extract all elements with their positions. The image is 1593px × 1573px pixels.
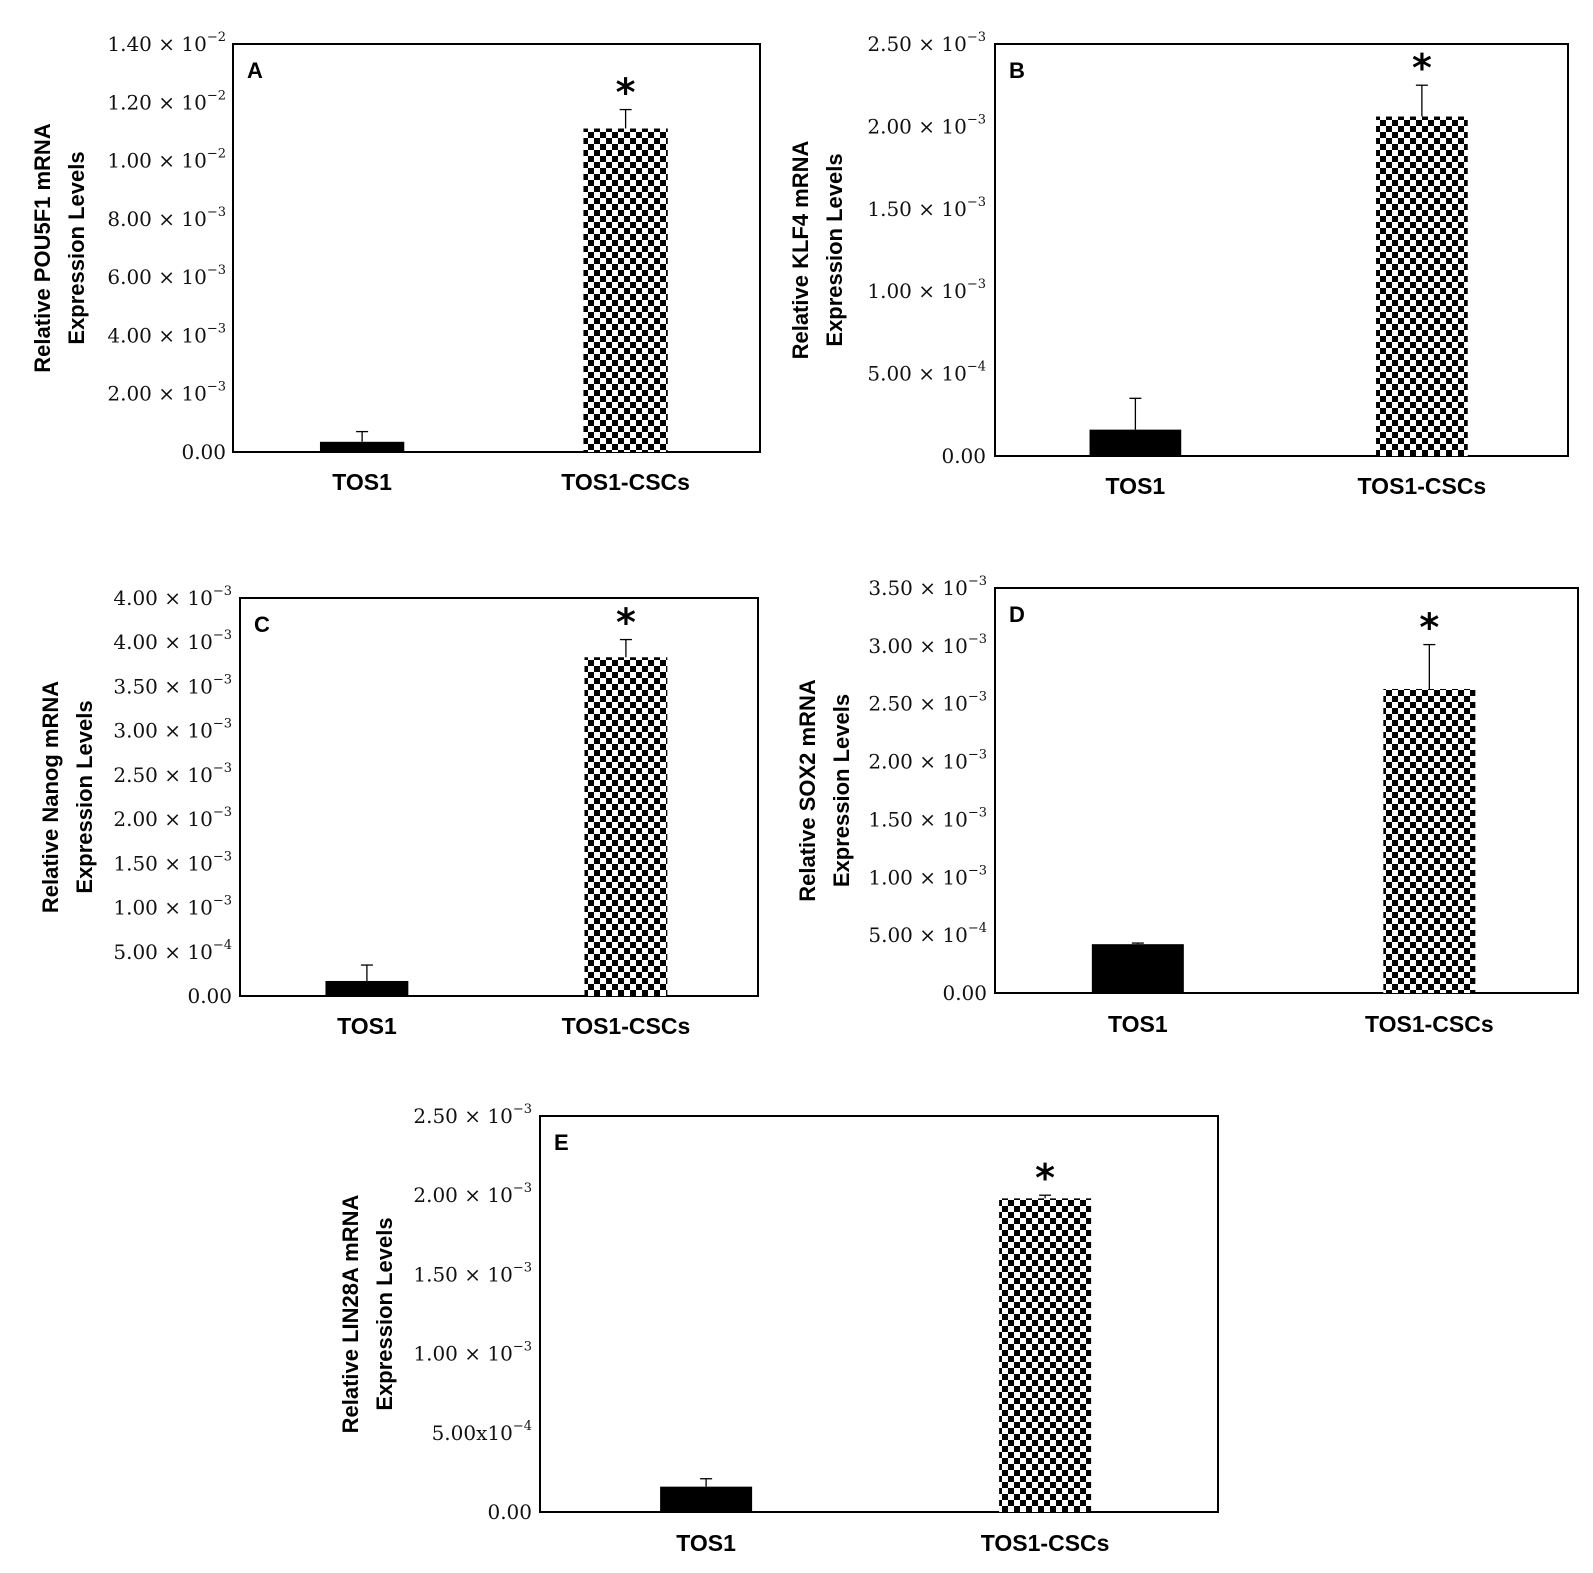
y-tick-label: 1.00 × 10−3 (113, 894, 232, 920)
panel-A: A 0.00 2.00 × 10−3 4.00 × 10−3 6.00 × 10−3 8.… (30, 30, 761, 495)
y-tick-label: 1.00 × 10−3 (868, 863, 987, 889)
y-tick-label: 2.50 × 10−3 (413, 1102, 532, 1128)
panel-letter: D (1009, 602, 1025, 627)
y-tick-label: 2.00 × 10−3 (107, 380, 226, 406)
bar-tos1-cscs (999, 1198, 1092, 1512)
bar-tos1-cscs (1383, 688, 1476, 993)
y-tick-label: 2.00 × 10−3 (867, 112, 986, 138)
x-category-label: TOS1 (332, 469, 392, 495)
y-axis-title: Relative POU5F1 mRNA Expression Levels (30, 123, 89, 373)
y-tick-label: 1.40 × 10−2 (107, 30, 226, 56)
y-tick-label: 2.50 × 10−3 (868, 690, 987, 716)
bar-tos1 (1091, 944, 1184, 993)
x-category-label: TOS1 (1106, 473, 1166, 499)
plot-frame (232, 43, 761, 453)
y-tick-label: 6.00 × 10−3 (107, 263, 226, 289)
y-tick-label: 5.00 × 10−4 (868, 921, 987, 947)
y-tick-label: 1.50 × 10−3 (867, 195, 986, 221)
y-tick-label: 5.00 × 10−4 (867, 360, 986, 386)
plot-frame (994, 43, 1569, 457)
y-tick-label: 1.50 × 10−3 (868, 805, 987, 831)
y-tick-label: 1.20 × 10−2 (107, 88, 226, 114)
y-axis-title: Relative KLF4 mRNA Expression Levels (788, 140, 847, 359)
panel-letter: C (254, 612, 270, 637)
x-category-label: TOS1-CSCs (562, 1013, 691, 1039)
significance-star: * (616, 71, 636, 115)
bar-tos1 (325, 980, 409, 996)
x-category-label: TOS1-CSCs (561, 469, 690, 495)
bar-tos1 (319, 441, 405, 452)
significance-star: * (1035, 1156, 1055, 1200)
y-tick-label: 5.00x10−4 (432, 1419, 532, 1445)
significance-star: * (616, 601, 636, 645)
y-tick-label: 4.00 × 10−3 (107, 321, 226, 347)
y-tick-label: 8.00 × 10−3 (107, 205, 226, 231)
panel-letter: A (247, 58, 263, 83)
y-tick-label: 4.00 × 10−3 (113, 584, 232, 610)
panel-letter: B (1009, 58, 1025, 83)
y-tick-label: 2.50 × 10−3 (113, 761, 232, 787)
x-category-label: TOS1-CSCs (1358, 473, 1487, 499)
x-category-label: TOS1-CSCs (981, 1530, 1110, 1556)
y-axis-title: Relative LIN28A mRNA Expression Levels (338, 1194, 397, 1433)
panel-D: D 0.00 5.00 × 10−4 1.00 × 10−3 1.50 × 10−3 2.… (795, 574, 1579, 1037)
y-tick-label: 1.00 × 10−3 (867, 277, 986, 303)
y-tick-label: 0.00 (942, 981, 987, 1005)
x-category-label: TOS1 (676, 1530, 736, 1556)
y-tick-label: 0.00 (487, 1500, 532, 1524)
x-category-label: TOS1 (1108, 1011, 1168, 1037)
bar-tos1 (1089, 429, 1182, 456)
y-tick-label: 3.00 × 10−3 (868, 632, 987, 658)
y-tick-label: 2.00 × 10−3 (113, 805, 232, 831)
y-tick-label: 4.00 × 10−3 (113, 628, 232, 654)
plot-frame (994, 587, 1579, 994)
bar-tos1-cscs (1376, 116, 1468, 457)
y-tick-label: 2.00 × 10−3 (868, 748, 987, 774)
y-tick-label: 1.50 × 10−3 (413, 1260, 532, 1286)
y-tick-label: 1.00 × 10−3 (413, 1340, 532, 1366)
significance-star: * (1419, 606, 1439, 650)
bar-tos1-cscs (583, 128, 668, 452)
y-tick-label: 0.00 (181, 440, 226, 464)
y-tick-label: 3.50 × 10−3 (113, 672, 232, 698)
y-axis-title: Relative SOX2 mRNA Expression Levels (795, 679, 854, 902)
y-tick-label: 1.50 × 10−3 (113, 849, 232, 875)
y-axis-title: Relative Nanog mRNA Expression Levels (38, 681, 97, 913)
y-tick-label: 2.50 × 10−3 (867, 30, 986, 56)
y-tick-label: 0.00 (941, 444, 986, 468)
y-tick-label: 3.50 × 10−3 (868, 574, 987, 600)
plot-frame (239, 597, 759, 997)
panel-C: C 0.00 5.00 × 10−4 1.00 × 10−3 1.50 × 10−3 2.… (38, 584, 759, 1039)
y-tick-label: 1.00 × 10−2 (107, 147, 226, 173)
y-tick-label: 3.00 × 10−3 (113, 717, 232, 743)
x-category-label: TOS1-CSCs (1365, 1011, 1494, 1037)
y-tick-label: 0.00 (187, 984, 232, 1008)
x-category-label: TOS1 (337, 1013, 397, 1039)
y-tick-label: 5.00 × 10−4 (113, 938, 232, 964)
panel-B: B 0.00 5.00 × 10−4 1.00 × 10−3 1.50 × 10−3 2.… (788, 30, 1569, 499)
bar-tos1-cscs (584, 657, 668, 996)
panel-letter: E (554, 1130, 569, 1155)
bar-tos1 (660, 1486, 753, 1512)
y-tick-label: 2.00 × 10−3 (413, 1181, 532, 1207)
plot-frame (539, 1115, 1219, 1513)
significance-star: * (1412, 46, 1432, 90)
panel-E: E 0.00 5.00x10−4 1.00 × 10−3 1.50 × 10−3 2.00… (338, 1102, 1219, 1556)
